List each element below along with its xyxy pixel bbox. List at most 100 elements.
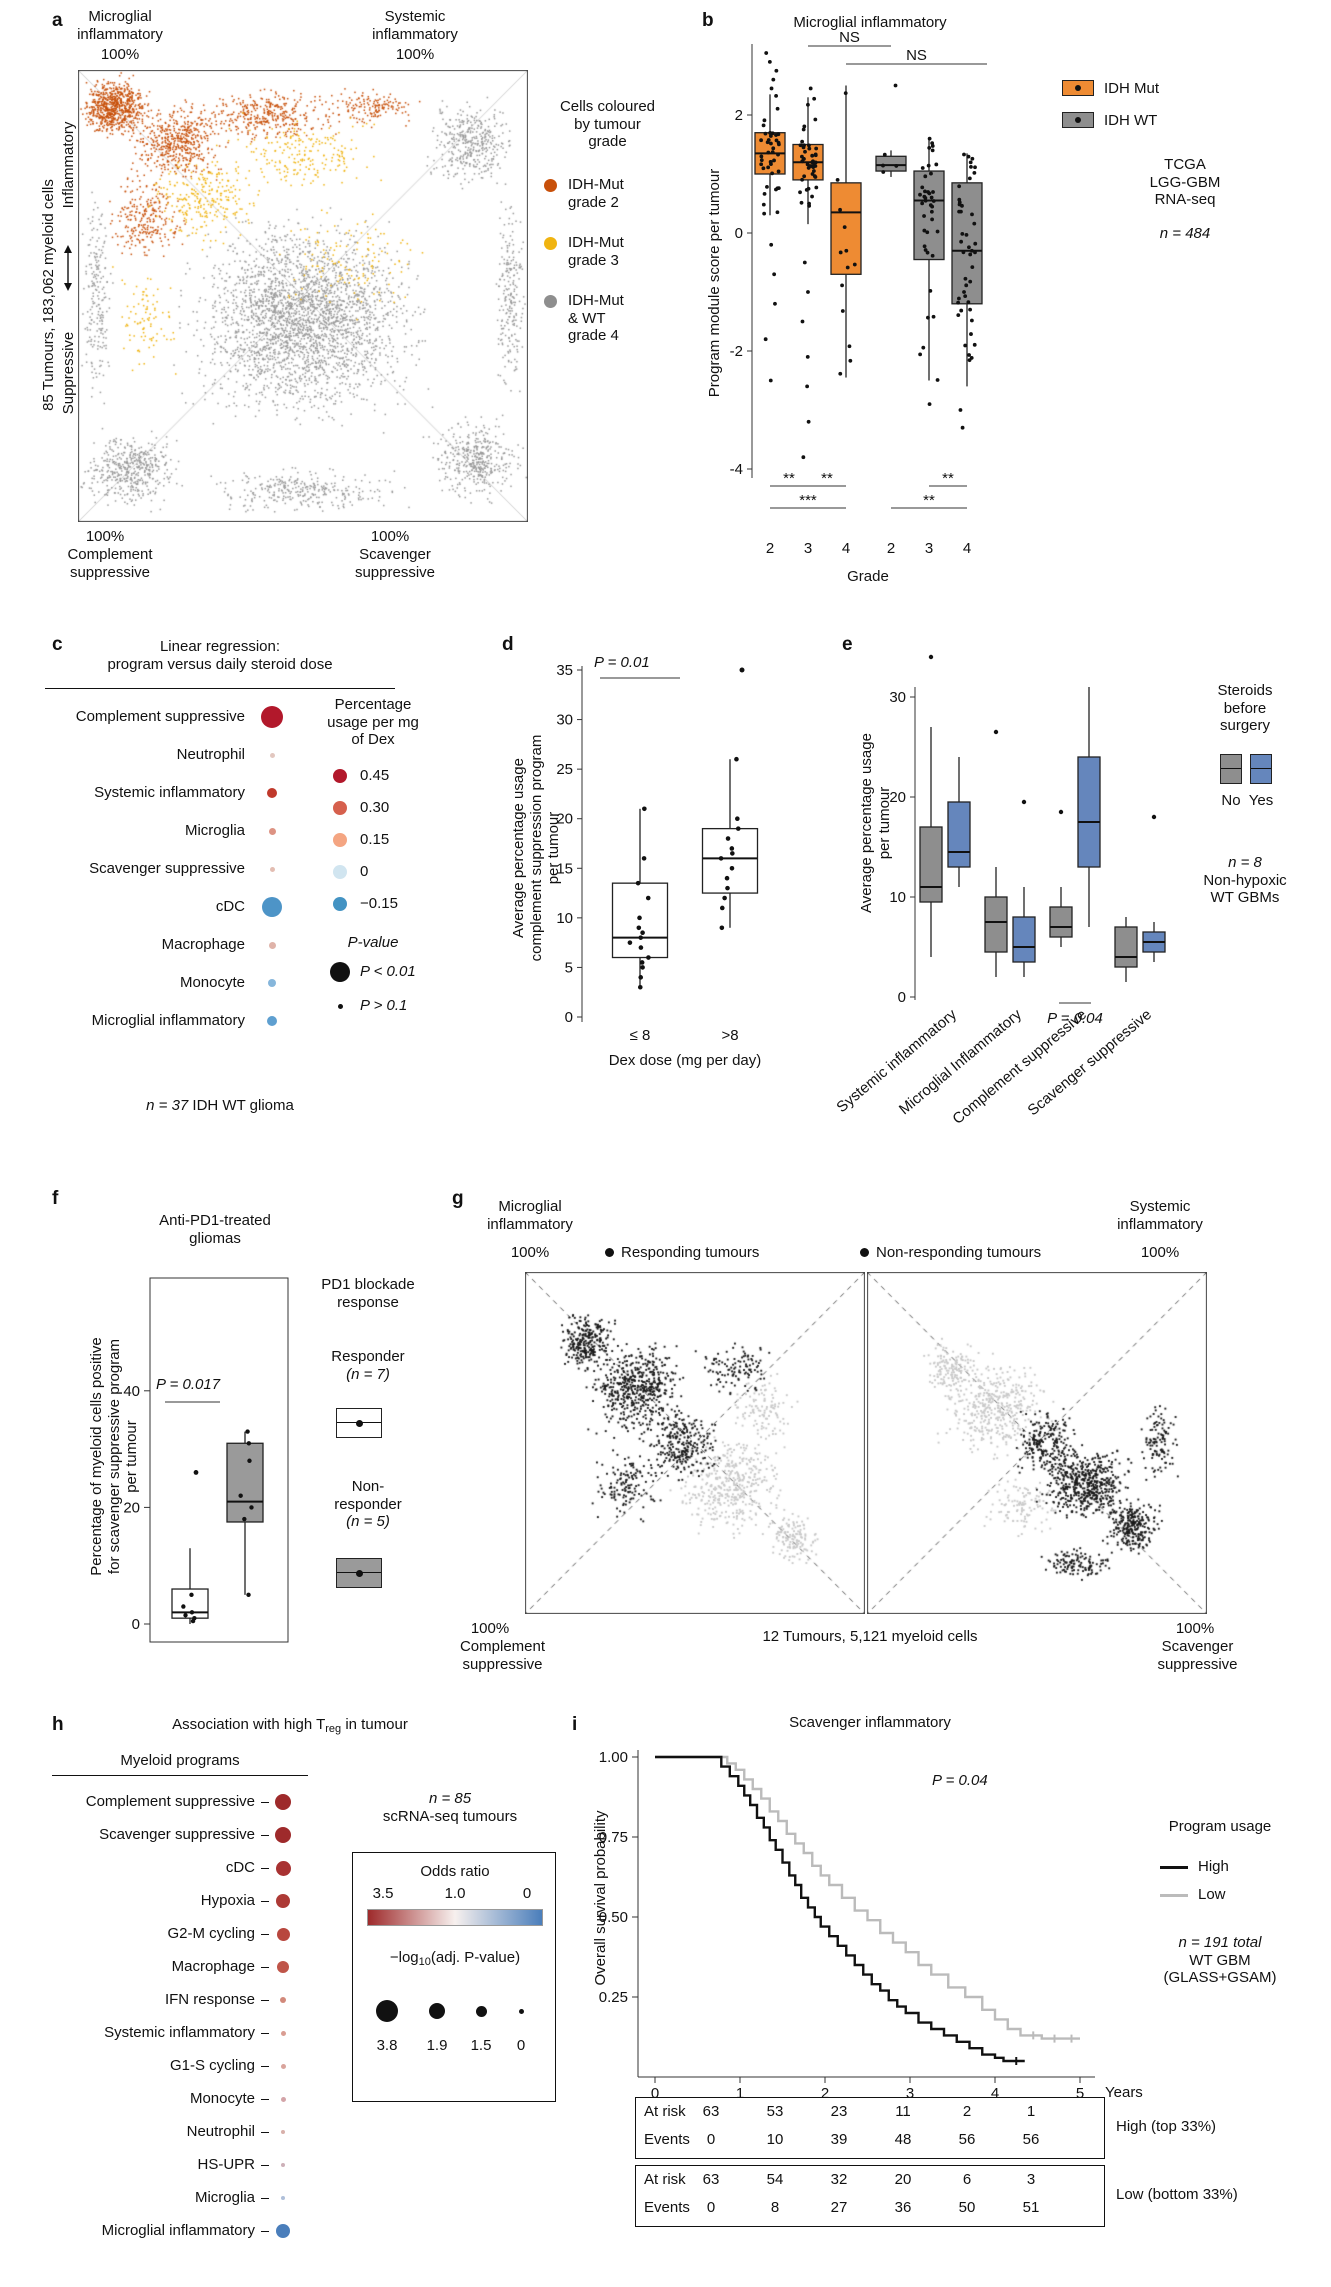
legend-color-label: 0.15	[360, 831, 390, 848]
cohort-label: 12 Tumours, 5,121 myeloid cells	[762, 1628, 978, 1645]
y-axis-cohort-label: 85 Tumours, 183,062 myeloid cells	[40, 179, 57, 411]
legend-label-yes: Yes	[1248, 792, 1274, 809]
svg-text:4: 4	[991, 2085, 999, 2102]
quadrant-scatter-canvas	[78, 70, 528, 522]
risk-group-high-label: High (top 33%)	[1116, 2118, 1217, 2135]
panel-letter-d: d	[502, 634, 514, 655]
legend-box: Odds ratio −log10(adj. P-value) 3.5 1.0 0 3…	[352, 1852, 556, 2102]
row-tick	[261, 2231, 269, 2232]
event-count: 50	[958, 2199, 976, 2216]
legend-title: PD1 blockade response	[321, 1276, 415, 1311]
program-row-label: cDC	[215, 898, 245, 915]
legend-responder: Responder (n = 7)	[298, 1348, 438, 1383]
program-row-label: Neutrophil	[176, 746, 245, 763]
legend-item-grade4: IDH-Mut & WT grade 4	[538, 292, 688, 350]
legend-pvalue-dot	[330, 962, 350, 982]
program-row-dot	[277, 1961, 289, 1973]
corner-pct-top-left: 100%	[100, 46, 140, 63]
p-value-label: P = 0.04	[1047, 1010, 1103, 1027]
corner-label-complement-suppressive: Complement suppressive	[459, 1638, 546, 1673]
program-row-dot	[276, 1894, 290, 1908]
yes-box-glyph	[1250, 754, 1272, 784]
plot-title: Linear regression: program versus daily …	[107, 638, 333, 673]
event-count: 36	[894, 2199, 912, 2216]
svg-text:5: 5	[565, 959, 573, 976]
event-count: 8	[770, 2199, 780, 2216]
legend-color-dot	[333, 865, 347, 879]
program-row-dot	[280, 2063, 286, 2069]
svg-text:**: **	[783, 470, 795, 487]
program-row-dot	[261, 706, 283, 728]
legend-title: Steroids before surgery	[1217, 682, 1273, 735]
at-risk-count: 11	[895, 2103, 911, 2120]
svg-text:1: 1	[736, 2085, 744, 2102]
black-dot-icon	[605, 1248, 614, 1257]
corner-label-scavenger-suppressive: Scavenger suppressive	[354, 546, 436, 581]
p-value-label: P = 0.01	[594, 654, 650, 671]
cohort-n: n = 8	[1228, 854, 1262, 871]
event-count: 51	[1022, 2199, 1040, 2216]
program-row-dot	[268, 979, 276, 987]
legend-item-idh-wt: IDH WT	[1062, 110, 1192, 132]
event-count: 56	[1022, 2131, 1040, 2148]
risk-table-high: At risk Events 63 53 23 11 2 1 0 10 39 48 56 56	[635, 2097, 1105, 2159]
nonresponding-scatter-canvas	[867, 1272, 1207, 1614]
program-row-dot	[262, 897, 282, 917]
cohort-note-rest: WT GBM (GLASS+GSAM)	[1163, 1951, 1277, 1987]
pvalue-size-label: 1.9	[426, 2037, 448, 2054]
program-row-label: G2-M cycling	[167, 1925, 255, 1942]
nonresponder-box-glyph	[336, 1558, 382, 1588]
panel-letter-f: f	[52, 1188, 59, 1209]
svg-text:15: 15	[556, 860, 573, 877]
risk-row-label: Events	[644, 2199, 690, 2216]
nonresponder-label: Non- responder	[334, 1478, 402, 1513]
program-row-dot	[275, 1827, 291, 1843]
median-dot-icon	[1075, 117, 1081, 123]
cohort-note-rest: Non-hypoxic WT GBMs	[1203, 871, 1287, 907]
km-plot-svg: 1.00 0.75 0.50 0.25 0 1 2 3 4 5	[599, 1749, 1095, 2102]
row-tick	[261, 2165, 269, 2166]
p-title-pre: −log	[389, 1949, 419, 1966]
legend-item-grade3: IDH-Mut grade 3	[538, 234, 688, 274]
legend-item-high: High	[1160, 1858, 1310, 1880]
legend-color-dot	[333, 833, 347, 847]
program-row-dot	[268, 941, 276, 949]
at-risk-count: 32	[830, 2171, 848, 2188]
nonresponder-n: (n = 5)	[346, 1513, 390, 1531]
program-row-label: Systemic inflammatory	[104, 2024, 255, 2041]
pvalue-legend-title: −log10(adj. P-value)	[353, 1949, 557, 1969]
grade4-dot-icon	[544, 295, 557, 308]
title-subscript: reg	[325, 1723, 342, 1735]
svg-text:3: 3	[925, 540, 933, 557]
cohort-n: n = 191 total	[1178, 1934, 1262, 1951]
pvalue-size-label: 3.8	[376, 2037, 398, 2054]
svg-text:0.50: 0.50	[599, 1909, 628, 1926]
row-tick	[261, 2066, 269, 2067]
legend-label: IDH-Mut & WT grade 4	[568, 292, 624, 345]
svg-text:20: 20	[556, 811, 573, 828]
row-tick	[261, 1835, 269, 1836]
cohort-note: TCGA LGG-GBM RNA-seq	[1149, 156, 1221, 209]
median-dot-icon	[1075, 85, 1081, 91]
cohort-note: n = 8 Non-hypoxic WT GBMs	[1180, 854, 1310, 907]
panel-letter-b: b	[702, 10, 714, 31]
at-risk-count: 6	[962, 2171, 972, 2188]
black-dot-icon	[860, 1248, 869, 1257]
svg-text:0: 0	[565, 1009, 573, 1026]
legend-label: Responding tumours	[621, 1244, 760, 1261]
event-count: 48	[894, 2131, 912, 2148]
panel-e: e Average percentage usage per tumour 30…	[830, 632, 1331, 1182]
program-row-label: G1-S cycling	[169, 2057, 255, 2074]
program-row-label: Monocyte	[179, 974, 245, 991]
panel-letter-e: e	[842, 634, 853, 655]
svg-text:0: 0	[735, 225, 743, 242]
svg-text:2: 2	[821, 2085, 829, 2102]
legend-nonresponding: Non-responding tumours	[860, 1244, 1090, 1262]
x-axis-label: Grade	[847, 568, 889, 585]
panel-letter-g: g	[452, 1188, 464, 1209]
legend-label: High	[1198, 1858, 1229, 1875]
svg-text:≤ 8: ≤ 8	[630, 1027, 651, 1044]
program-row-label: HS-UPR	[197, 2156, 255, 2173]
program-row-label: Systemic inflammatory	[94, 784, 245, 801]
corner-label-scavenger-suppressive: Scavenger suppressive	[1157, 1638, 1238, 1673]
